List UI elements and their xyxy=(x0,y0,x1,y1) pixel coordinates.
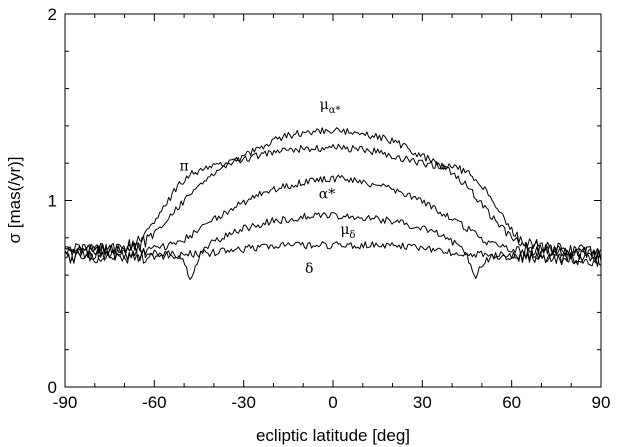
x-tick-label: 60 xyxy=(502,393,521,412)
series-label-mu_delta: μδ xyxy=(340,222,355,241)
series-line-pi xyxy=(64,143,602,262)
x-tick-label: 0 xyxy=(328,393,337,412)
series-label-main: μ xyxy=(340,222,349,238)
series-label-mu_alpha: μα* xyxy=(320,97,341,116)
series-label-sub: δ xyxy=(349,230,355,241)
series-label-alpha: α* xyxy=(319,187,335,203)
series-label-delta: δ xyxy=(305,261,313,277)
y-axis-label: σ [mas(/yr)] xyxy=(5,157,24,244)
series-line-mu_delta xyxy=(64,212,602,280)
y-tick-label: 2 xyxy=(48,5,57,24)
series-line-alpha xyxy=(64,174,602,261)
x-tick-label: -60 xyxy=(142,393,167,412)
series-label-pi: π xyxy=(180,159,189,175)
series-label-sub: α* xyxy=(329,105,341,116)
series-label-main: π xyxy=(180,159,189,175)
x-axis-label: ecliptic latitude [deg] xyxy=(256,426,410,445)
x-tick-label: 90 xyxy=(592,393,611,412)
y-tick-label: 1 xyxy=(48,192,57,211)
series-label-main: μ xyxy=(320,97,329,113)
x-tick-label: -30 xyxy=(231,393,256,412)
series-line-delta xyxy=(64,241,602,267)
series-label-main: α* xyxy=(319,187,335,203)
series-line-mu_alpha xyxy=(64,127,602,260)
x-tick-label: -90 xyxy=(53,393,78,412)
y-tick-label: 0 xyxy=(48,378,57,397)
series-label-main: δ xyxy=(305,261,313,277)
plot-frame xyxy=(64,13,602,388)
x-tick-label: 30 xyxy=(413,393,432,412)
